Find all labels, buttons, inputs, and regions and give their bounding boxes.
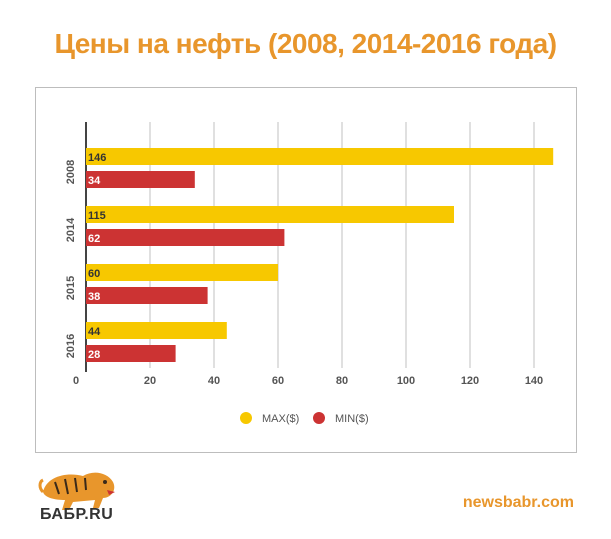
bar-label-max-2016: 44 [88,326,101,338]
bar-label-min-2014: 62 [88,233,100,245]
bar-min-2014 [86,229,285,246]
tiger-icon [38,472,115,510]
bar-max-2014 [86,206,454,223]
bar-max-2016 [86,322,227,339]
bar-label-max-2014: 115 [88,210,106,222]
bar-max-2008 [86,148,554,165]
x-tick-label-20: 20 [144,375,156,387]
x-tick-label-140: 140 [525,375,543,387]
bar-min-2015 [86,287,208,304]
category-label-2014: 2014 [65,217,77,242]
x-tick-label-60: 60 [272,375,284,387]
x-tick-label-80: 80 [336,375,348,387]
category-label-2015: 2015 [65,276,77,300]
bar-label-max-2015: 60 [88,268,100,280]
bar-label-min-2016: 28 [88,349,100,361]
x-tick-label-100: 100 [397,375,415,387]
bar-label-min-2015: 38 [88,291,100,303]
legend-marker-1 [313,412,325,424]
bar-label-min-2008: 34 [88,175,101,187]
chart-title: Цены на нефть (2008, 2014-2016 года) [54,28,557,59]
bar-label-max-2008: 146 [88,152,106,164]
bar-min-2008 [86,171,195,188]
legend-marker-0 [240,412,252,424]
bar-min-2016 [86,345,176,362]
x-tick-label-40: 40 [208,375,220,387]
legend-label-1: MIN($) [335,413,369,425]
site-link[interactable]: newsbabr.com [462,494,574,511]
logo-text: БАБР.RU [40,506,114,523]
x-tick-label-0: 0 [73,375,79,387]
x-tick-label-120: 120 [461,375,479,387]
legend-label-0: MAX($) [262,413,299,425]
category-label-2016: 2016 [65,334,77,358]
category-label-2008: 2008 [65,160,77,184]
bar-max-2015 [86,264,278,281]
